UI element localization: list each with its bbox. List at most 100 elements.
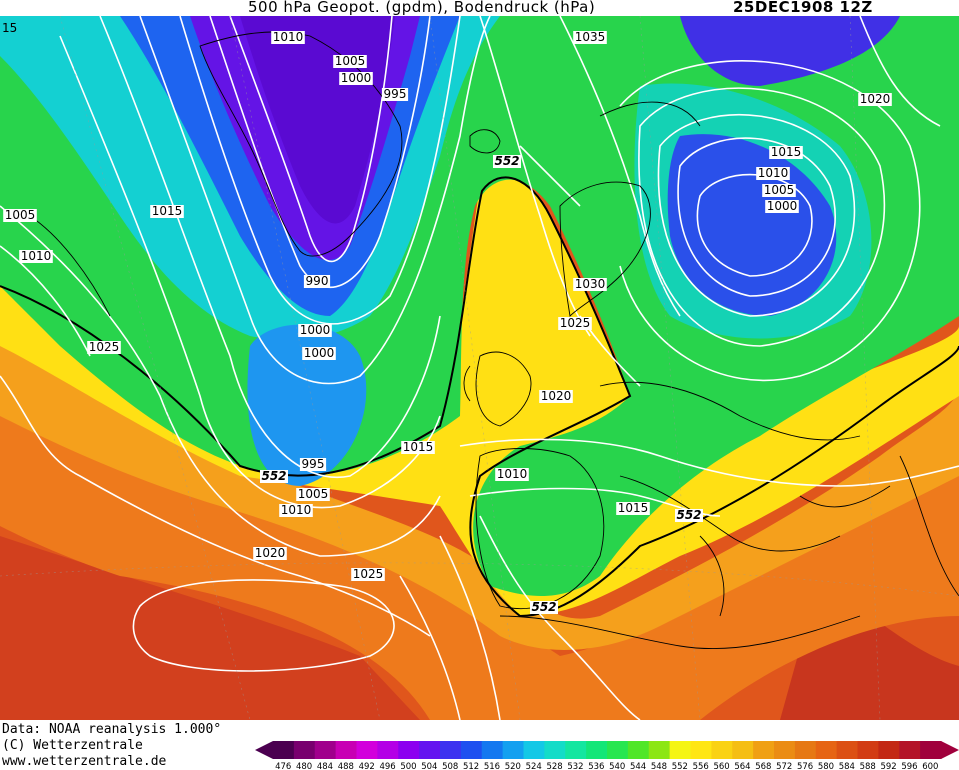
field-band-yellow bbox=[0, 176, 959, 616]
height-contour-label: 552 bbox=[261, 469, 286, 483]
isobar-label-group: 1010 1005 1000 995 1035 1020 1015 1010 1005 1000 1… bbox=[3, 30, 892, 614]
isobar-label: 1025 bbox=[89, 340, 120, 354]
copyright-line: (C) Wetterzentrale bbox=[2, 738, 143, 753]
isobar-label: 1005 bbox=[764, 183, 795, 197]
isobar-label: 1000 bbox=[304, 346, 335, 360]
legend-swatch bbox=[440, 741, 462, 759]
color-legend: 476 480 484 488 492 496 500 504 508 512 516 520 524 5… bbox=[255, 741, 959, 770]
isobar-label-bg bbox=[495, 468, 529, 481]
header-bar: 500 hPa Geopot. (gpdm), Bodendruck (hPa)… bbox=[0, 0, 959, 16]
isobar-label-bg bbox=[351, 568, 385, 581]
legend-swatch bbox=[794, 741, 817, 759]
legend-swatch bbox=[753, 741, 775, 759]
legend-tick-label: 588 bbox=[860, 762, 876, 770]
legend-swatch bbox=[836, 741, 858, 759]
isobar-label: 1000 bbox=[300, 323, 331, 337]
legend-tick-label: 536 bbox=[588, 762, 604, 770]
legend-tick-label: 496 bbox=[379, 762, 395, 770]
isobar-label-bg bbox=[756, 167, 790, 180]
website-link[interactable]: www.wetterzentrale.de bbox=[2, 754, 167, 769]
isobar-label-bg bbox=[401, 441, 435, 454]
field-band-lightorange bbox=[0, 336, 959, 650]
field-band-blue-ne bbox=[680, 16, 900, 86]
isobar-label: 1010 bbox=[281, 503, 312, 517]
contour-552 bbox=[0, 176, 959, 618]
legend-tick-label: 520 bbox=[505, 762, 521, 770]
legend-tick-label: 484 bbox=[317, 762, 333, 770]
isobar-label-bg bbox=[298, 324, 332, 337]
isobar-label: 1015 bbox=[403, 440, 434, 454]
isobar-label: 1025 bbox=[353, 567, 384, 581]
isobar-label-bg bbox=[769, 146, 803, 159]
isobar-label-bg bbox=[573, 31, 607, 44]
map-datestamp: 25DEC1908 12Z bbox=[733, 0, 873, 16]
legend-swatch bbox=[481, 741, 504, 759]
isobar-label: 995 bbox=[384, 87, 407, 101]
isobar-label-bg bbox=[302, 347, 336, 360]
legend-swatch bbox=[815, 741, 838, 759]
isobar-label-bg bbox=[19, 250, 53, 263]
legend-arrow-left bbox=[255, 741, 273, 759]
legend-swatch bbox=[732, 741, 754, 759]
height-label-bg bbox=[493, 155, 521, 168]
field-band-blue-south-low bbox=[247, 324, 367, 486]
legend-tick-label: 564 bbox=[734, 762, 750, 770]
legend-swatch bbox=[878, 741, 900, 759]
isobar-label-bg bbox=[381, 88, 409, 101]
legend-swatch bbox=[627, 741, 650, 759]
legend-tick-label: 480 bbox=[296, 762, 312, 770]
isobar-label-bg bbox=[558, 317, 592, 330]
legend-swatch bbox=[899, 741, 921, 759]
isobar-label: 1020 bbox=[860, 92, 891, 106]
isobar-label-bg bbox=[279, 504, 313, 517]
legend-tick-label: 560 bbox=[713, 762, 729, 770]
isobar-label: 1020 bbox=[541, 389, 572, 403]
legend-swatch bbox=[920, 741, 942, 759]
graticule bbox=[0, 16, 959, 720]
legend-tick-label: 524 bbox=[526, 762, 542, 770]
isobar-label: 1020 bbox=[255, 546, 286, 560]
legend-tick-label: 500 bbox=[400, 762, 416, 770]
legend-swatch bbox=[711, 741, 733, 759]
isobar-label-bg bbox=[616, 502, 650, 515]
weather-map: 1010 1005 1000 995 1035 1020 1015 1010 1005 1000 1… bbox=[0, 16, 959, 720]
data-source-line: Data: NOAA reanalysis 1.000° bbox=[2, 722, 222, 737]
isobar-label-bg bbox=[339, 72, 373, 85]
isobar-label-bg bbox=[858, 93, 892, 106]
legend-swatch bbox=[293, 741, 316, 759]
isobar-label: 990 bbox=[306, 274, 329, 288]
legend-swatch bbox=[607, 741, 629, 759]
isobar-label: 1010 bbox=[497, 467, 528, 481]
isobar-label-bg bbox=[3, 209, 37, 222]
legend-swatch bbox=[523, 741, 545, 759]
legend-swatch bbox=[419, 741, 441, 759]
legend-tick-label: 600 bbox=[922, 762, 938, 770]
isobar-label: 1015 bbox=[618, 501, 649, 515]
field-band-orange bbox=[0, 396, 959, 720]
legend-tick-label: 556 bbox=[693, 762, 709, 770]
legend-tick-label: 528 bbox=[546, 762, 562, 770]
legend-tick-label: 572 bbox=[776, 762, 792, 770]
legend-swatch bbox=[586, 741, 608, 759]
isobar-label-bg bbox=[271, 31, 305, 44]
legend-tick-label: 580 bbox=[818, 762, 834, 770]
legend-swatch bbox=[648, 741, 671, 759]
isobar-label: 1000 bbox=[341, 71, 372, 85]
isobar-label: 1030 bbox=[575, 277, 606, 291]
height-contour-label: 552 bbox=[531, 600, 556, 614]
legend-swatch bbox=[565, 741, 587, 759]
isobar-label: 1015 bbox=[152, 204, 183, 218]
legend-tick-label: 596 bbox=[901, 762, 917, 770]
legend-swatch bbox=[774, 741, 796, 759]
legend-tick-label: 504 bbox=[421, 762, 437, 770]
field-band-red bbox=[0, 536, 420, 720]
corner-label: 15 bbox=[2, 21, 17, 35]
legend-tick-label: 568 bbox=[755, 762, 771, 770]
height-label-bg bbox=[260, 470, 288, 483]
legend-tick-label: 552 bbox=[672, 762, 688, 770]
isobar-label: 1000 bbox=[767, 199, 798, 213]
isobar-label-bg bbox=[253, 547, 287, 560]
map-title: 500 hPa Geopot. (gpdm), Bodendruck (hPa) bbox=[248, 0, 596, 16]
isobar-label: 1010 bbox=[21, 249, 52, 263]
isobar-label-bg bbox=[296, 488, 330, 501]
